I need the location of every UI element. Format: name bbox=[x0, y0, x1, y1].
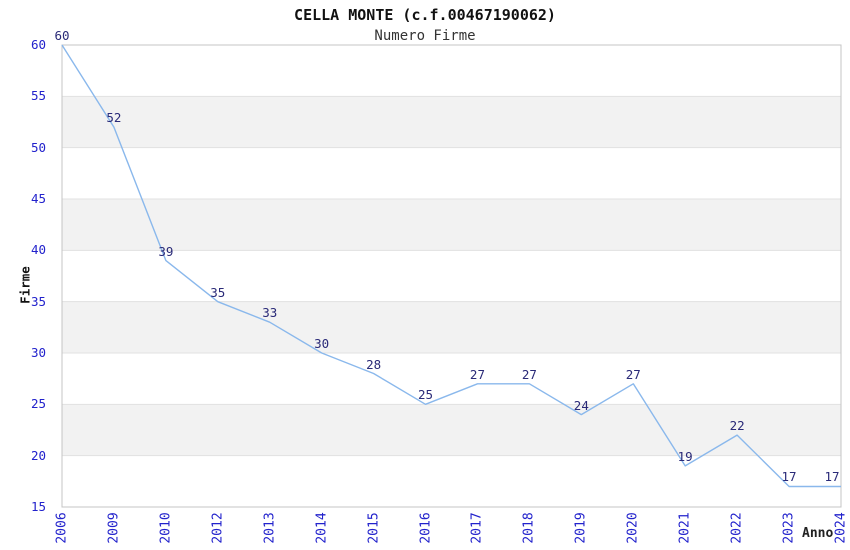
x-tick-label: 2010 bbox=[158, 512, 174, 544]
x-tick-label: 2012 bbox=[210, 512, 226, 544]
y-axis-title: Firme bbox=[17, 266, 33, 304]
x-tick-label: 2015 bbox=[366, 512, 382, 544]
y-tick-label: 20 bbox=[30, 447, 46, 463]
data-point-label: 39 bbox=[158, 243, 174, 259]
plot-band bbox=[62, 96, 841, 148]
x-tick-label: 2020 bbox=[625, 512, 641, 544]
x-tick-label: 2023 bbox=[781, 512, 797, 544]
data-point-label: 27 bbox=[469, 366, 485, 382]
data-point-label: 24 bbox=[573, 397, 589, 413]
x-tick-label: 2021 bbox=[677, 512, 693, 544]
x-tick-label: 2006 bbox=[54, 512, 70, 544]
data-point-label: 28 bbox=[366, 356, 382, 372]
data-point-label: 27 bbox=[521, 366, 537, 382]
data-point-label: 33 bbox=[262, 305, 278, 321]
plot-border bbox=[61, 44, 842, 508]
y-tick-label: 50 bbox=[30, 139, 46, 155]
data-point-label: 35 bbox=[210, 284, 226, 300]
x-tick-label: 2017 bbox=[469, 512, 485, 544]
x-tick-label: 2013 bbox=[262, 512, 278, 544]
data-line bbox=[61, 44, 841, 488]
plot-band bbox=[62, 404, 841, 456]
data-point-label: 19 bbox=[677, 448, 693, 464]
data-point-label: 27 bbox=[625, 366, 641, 382]
y-tick-label: 40 bbox=[30, 242, 46, 258]
x-tick-label: 2016 bbox=[418, 512, 434, 544]
data-point-label: 30 bbox=[314, 336, 330, 351]
data-point-label: 17 bbox=[781, 469, 797, 485]
plot-band bbox=[62, 199, 841, 251]
x-tick-label: 2019 bbox=[573, 512, 589, 544]
y-tick-label: 15 bbox=[30, 499, 46, 514]
plot-band bbox=[62, 301, 841, 353]
data-point-label: 52 bbox=[106, 110, 122, 126]
y-tick-label: 55 bbox=[30, 88, 46, 104]
data-point-label: 17 bbox=[824, 469, 840, 485]
data-point-label: 25 bbox=[418, 387, 434, 403]
data-point-label: 60 bbox=[54, 28, 70, 43]
data-point-label: 22 bbox=[729, 418, 745, 434]
x-tick-label: 2018 bbox=[521, 512, 537, 544]
y-tick-label: 35 bbox=[30, 293, 46, 309]
x-tick-label: 2014 bbox=[314, 512, 330, 544]
chart-title: CELLA MONTE (c.f.00467190062) bbox=[294, 6, 556, 24]
x-tick-label: 2022 bbox=[729, 512, 745, 544]
x-tick-label: 2009 bbox=[106, 512, 122, 544]
x-axis-title: Anno bbox=[802, 526, 834, 541]
y-tick-label: 45 bbox=[30, 191, 46, 206]
y-tick-label: 25 bbox=[30, 396, 46, 412]
x-tick-label: 2024 bbox=[833, 512, 849, 544]
y-tick-label: 60 bbox=[30, 37, 46, 52]
chart-subtitle: Numero Firme bbox=[374, 28, 476, 44]
y-tick-label: 30 bbox=[30, 345, 46, 360]
